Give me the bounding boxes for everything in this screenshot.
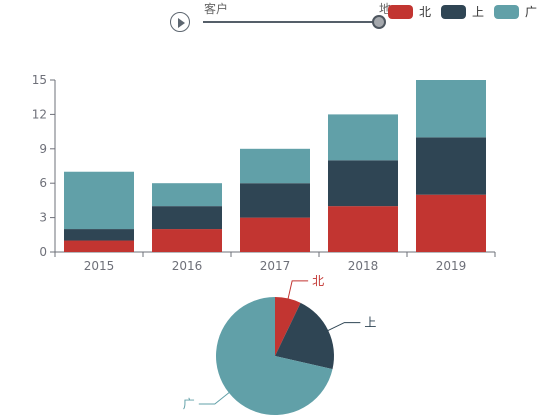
pie-label-line: [326, 322, 361, 332]
pie-slice-label: 北: [312, 274, 324, 288]
y-tick-label: 12: [32, 107, 47, 121]
pie-label-line: [287, 280, 309, 301]
pie-slice-label: 广: [183, 397, 195, 411]
bar-segment: [240, 148, 310, 184]
bar-segment: [240, 183, 310, 218]
bar-segment: [64, 171, 134, 230]
x-tick-label: 2018: [348, 259, 379, 273]
pie-slice-label: 上: [364, 316, 376, 330]
bar-segment: [64, 240, 134, 252]
pie-slice: [275, 297, 301, 356]
bar-segment: [416, 194, 486, 252]
legend-swatch-shang: [441, 5, 466, 19]
bar-segment: [64, 229, 134, 241]
timeline-start-label: 客户: [204, 2, 229, 16]
bar-segment: [416, 80, 486, 138]
legend-label-guang: 广: [525, 5, 538, 19]
legend-swatch-guang: [494, 5, 519, 19]
play-button[interactable]: [170, 12, 190, 32]
bar-segment: [328, 114, 398, 161]
bar-segment: [240, 217, 310, 252]
x-tick-label: 2015: [84, 259, 115, 273]
timeline-track[interactable]: [203, 21, 378, 23]
bar-segment: [152, 183, 222, 207]
y-tick-label: 6: [39, 176, 47, 190]
legend-swatch-bei: [388, 5, 413, 19]
y-tick-label: 9: [39, 142, 47, 156]
pie-label-line: [198, 391, 231, 405]
timeline-handle[interactable]: [372, 15, 386, 29]
chart-legend: 北 上 广: [388, 5, 548, 25]
y-tick-label: 0: [39, 245, 47, 259]
legend-label-bei: 北: [419, 5, 432, 19]
bar-segment: [152, 229, 222, 252]
bar-segment: [328, 206, 398, 252]
play-icon: [178, 18, 185, 28]
x-tick-label: 2017: [260, 259, 291, 273]
y-tick-label: 15: [32, 73, 47, 87]
legend-label-shang: 上: [472, 5, 485, 19]
x-tick-label: 2019: [436, 259, 467, 273]
x-tick-label: 2016: [172, 259, 203, 273]
y-tick-label: 3: [39, 211, 47, 225]
pie-slice: [275, 302, 334, 370]
pie-slice: [216, 297, 333, 415]
bar-segment: [152, 206, 222, 230]
bar-segment: [328, 160, 398, 207]
bar-segment: [416, 137, 486, 195]
